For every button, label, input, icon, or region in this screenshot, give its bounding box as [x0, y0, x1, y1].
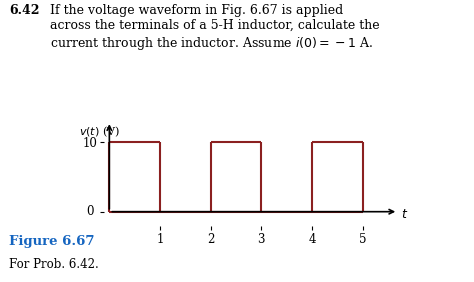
- Text: If the voltage waveform in Fig. 6.67 is applied
across the terminals of a 5-H in: If the voltage waveform in Fig. 6.67 is …: [50, 4, 379, 52]
- Text: $v(t)$ (V): $v(t)$ (V): [79, 125, 120, 139]
- Text: $t$: $t$: [401, 208, 408, 221]
- Text: Figure 6.67: Figure 6.67: [9, 235, 95, 248]
- Text: 0: 0: [87, 205, 94, 218]
- Text: For Prob. 6.42.: For Prob. 6.42.: [9, 258, 99, 271]
- Text: 6.42: 6.42: [9, 4, 40, 17]
